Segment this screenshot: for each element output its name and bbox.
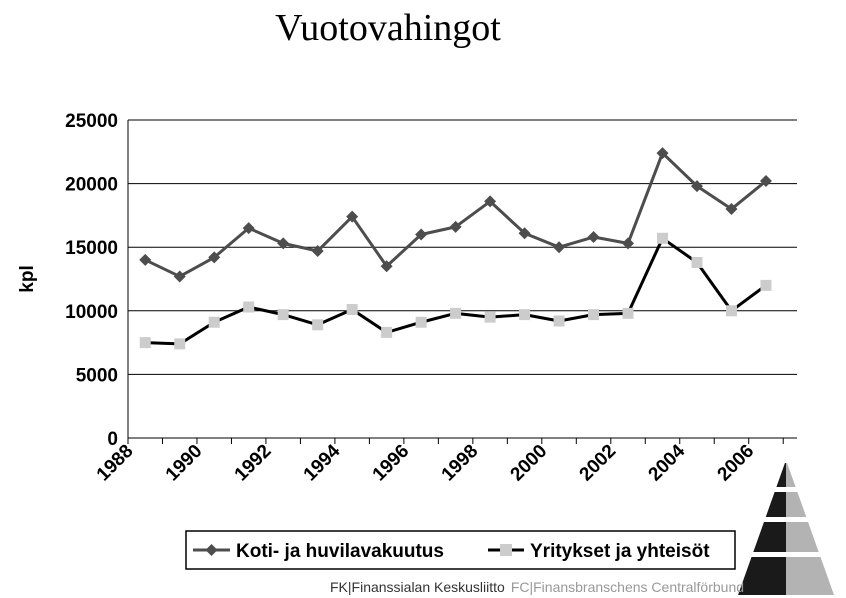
logo-band-dark [738, 557, 786, 595]
data-point [243, 301, 255, 313]
data-point [690, 180, 703, 193]
data-point [415, 228, 428, 241]
data-point [208, 316, 220, 328]
data-point [760, 279, 772, 291]
data-point [277, 237, 290, 250]
data-point [312, 319, 324, 331]
data-point [518, 227, 531, 240]
x-tick-label: 1990 [162, 441, 207, 486]
y-tick-label: 5000 [76, 365, 118, 386]
logo-band-light [786, 492, 807, 517]
footer-fk: FK|Finanssialan Keskusliitto [330, 579, 505, 595]
x-tick-label: 1994 [300, 440, 345, 485]
legend-swatch-marker [205, 544, 218, 556]
series-line-0 [144, 151, 767, 278]
data-point [381, 326, 393, 338]
data-point [415, 316, 427, 328]
data-point [725, 203, 738, 216]
y-tick-label: 25000 [65, 111, 118, 132]
data-point [346, 210, 359, 223]
data-point [519, 309, 531, 321]
data-point [449, 220, 462, 233]
data-point [484, 311, 496, 323]
data-point [173, 270, 186, 283]
data-point [311, 245, 324, 258]
y-tick-label: 15000 [65, 238, 118, 259]
footer-text: FK|Finanssialan Keskusliitto FC|Finansbra… [330, 579, 744, 595]
data-point [622, 307, 634, 319]
legend-label: Yritykset ja yhteisöt [530, 541, 710, 562]
x-tick-label: 2006 [714, 441, 759, 486]
data-point [622, 237, 635, 250]
legend-box [185, 530, 736, 570]
x-tick-label: 1996 [369, 441, 414, 486]
data-point [139, 337, 151, 349]
y-tick-label: 0 [107, 429, 118, 450]
logo-band-dark [765, 492, 786, 517]
data-point [139, 253, 152, 266]
logo-band-light [786, 557, 834, 595]
data-point [450, 307, 462, 319]
y-tick-label: 20000 [65, 175, 118, 196]
x-tick-label: 2004 [645, 440, 690, 485]
data-point [725, 305, 737, 317]
legend-label: Koti- ja huvilavakuutus [236, 541, 444, 562]
x-tick-label: 1988 [93, 441, 138, 486]
logo-band-dark [753, 522, 786, 552]
data-point [484, 195, 497, 208]
data-point [657, 232, 669, 244]
data-point [587, 231, 600, 244]
series-markers [139, 147, 772, 350]
footer-fc: FC|Finansbranschens Centralförbund [511, 579, 744, 595]
y-axis-ticks: 0 5000 10000 15000 20000 25000 [65, 111, 118, 450]
logo-band-light [786, 522, 819, 552]
x-tick-label: 1992 [231, 441, 276, 486]
gridlines [127, 119, 797, 439]
fk-logo [738, 463, 834, 595]
x-axis: 1988 1990 1992 1994 1996 1998 2000 2002 2004 2006 [93, 438, 784, 486]
x-tick-label: 1998 [438, 441, 483, 486]
chart-title: Vuotovahingot [275, 7, 501, 49]
x-tick-label: 2002 [576, 441, 621, 486]
data-point [691, 256, 703, 268]
data-point [380, 260, 393, 273]
y-axis-label: kpl [17, 265, 38, 292]
legend: Koti- ja huvilavakuutus Yritykset ja yhte… [185, 530, 736, 570]
series-line-1 [145, 236, 767, 346]
data-point [277, 309, 289, 321]
data-point [242, 222, 255, 235]
logo-band-light [786, 463, 796, 487]
data-point [174, 338, 186, 350]
data-point [656, 147, 669, 160]
y-tick-label: 10000 [65, 302, 118, 323]
data-point [346, 304, 358, 316]
logo-band-dark [776, 463, 786, 487]
data-point [759, 175, 772, 188]
data-point [553, 315, 565, 327]
data-point [208, 251, 221, 264]
x-tick-label: 2000 [507, 441, 552, 486]
legend-swatch-marker [500, 544, 512, 556]
data-point [553, 241, 566, 254]
data-point [588, 309, 600, 321]
